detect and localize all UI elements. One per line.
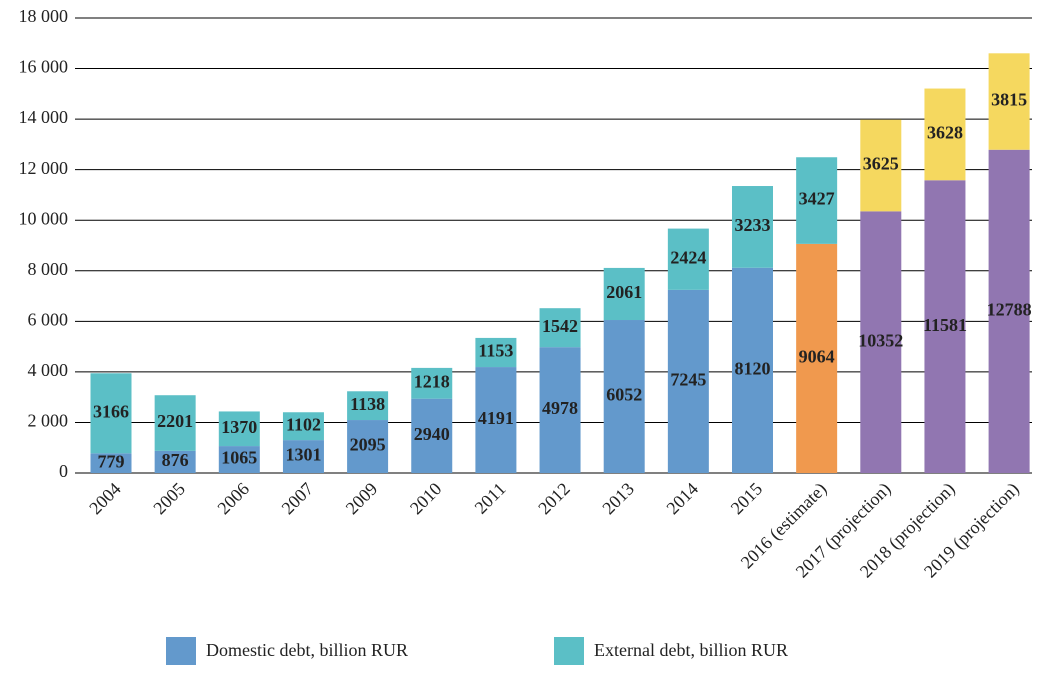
data-label: 876 bbox=[162, 450, 189, 470]
bar-segment bbox=[475, 337, 517, 368]
data-label: 6052 bbox=[606, 385, 642, 405]
x-tick-label: 2009 bbox=[342, 479, 382, 519]
data-label: 11581 bbox=[923, 315, 967, 335]
data-label: 9064 bbox=[799, 347, 835, 367]
legend-swatch bbox=[554, 637, 584, 665]
bar-segment bbox=[924, 180, 966, 473]
data-label: 2095 bbox=[350, 435, 386, 455]
bar-segment bbox=[282, 440, 324, 473]
legend-swatch bbox=[166, 637, 196, 665]
x-tick-label: 2005 bbox=[149, 479, 189, 519]
bar-segment bbox=[218, 411, 260, 447]
data-label: 2061 bbox=[606, 282, 642, 302]
x-tick-label: 2014 bbox=[662, 479, 702, 519]
bar-segment bbox=[796, 243, 838, 473]
x-tick-label: 2012 bbox=[534, 479, 574, 519]
bar-segment bbox=[860, 211, 902, 473]
bar-segment bbox=[796, 157, 838, 244]
bar-segment bbox=[347, 420, 389, 473]
bar-segment bbox=[603, 320, 645, 473]
bar-segment bbox=[732, 186, 773, 268]
bar-segment bbox=[154, 395, 196, 451]
data-label: 1138 bbox=[350, 394, 385, 414]
y-tick-label: 4 000 bbox=[28, 360, 69, 380]
bar-segment bbox=[90, 373, 132, 454]
bar-segment bbox=[667, 228, 709, 290]
bar-segment bbox=[539, 308, 581, 348]
bar-segment bbox=[154, 450, 196, 473]
y-tick-label: 12 000 bbox=[19, 158, 69, 178]
y-tick-label: 10 000 bbox=[19, 208, 69, 228]
data-label: 2201 bbox=[157, 411, 193, 431]
data-label: 2424 bbox=[670, 247, 706, 267]
data-label: 1102 bbox=[286, 414, 321, 434]
data-label: 8120 bbox=[735, 358, 771, 378]
bar-segment bbox=[924, 88, 966, 181]
data-label: 4191 bbox=[478, 408, 514, 428]
data-label: 3233 bbox=[735, 215, 771, 235]
data-label: 3427 bbox=[799, 189, 835, 209]
y-tick-label: 0 bbox=[59, 461, 68, 481]
bar-segment bbox=[860, 119, 902, 212]
bar-segment bbox=[347, 391, 389, 421]
y-tick-label: 18 000 bbox=[19, 6, 69, 26]
bar-segment bbox=[411, 398, 453, 473]
x-tick-label: 2004 bbox=[85, 479, 125, 519]
bar-segment bbox=[732, 267, 773, 473]
data-label: 3166 bbox=[93, 401, 129, 421]
y-tick-label: 2 000 bbox=[28, 411, 69, 431]
data-label: 2940 bbox=[414, 424, 450, 444]
legend-label: External debt, billion RUR bbox=[594, 640, 788, 660]
bar-segment bbox=[988, 149, 1030, 473]
bar-segment bbox=[603, 267, 645, 321]
x-tick-label: 2011 bbox=[471, 479, 510, 518]
x-tick-label: 2015 bbox=[727, 479, 767, 519]
data-label: 1218 bbox=[414, 371, 450, 391]
data-label: 1370 bbox=[221, 417, 257, 437]
bar-segment bbox=[411, 367, 453, 399]
y-tick-label: 6 000 bbox=[28, 309, 69, 329]
x-tick-label: 2006 bbox=[213, 479, 253, 519]
data-label: 1301 bbox=[285, 445, 321, 465]
bar-segment bbox=[90, 453, 132, 473]
y-tick-label: 8 000 bbox=[28, 259, 69, 279]
x-tick-label: 2007 bbox=[278, 479, 318, 519]
data-label: 3815 bbox=[991, 90, 1027, 110]
y-tick-label: 16 000 bbox=[19, 57, 69, 77]
data-label: 1153 bbox=[478, 341, 513, 361]
data-label: 1542 bbox=[542, 316, 578, 336]
x-tick-label: 2013 bbox=[598, 479, 638, 519]
data-label: 7245 bbox=[670, 370, 706, 390]
bar-segment bbox=[475, 367, 517, 473]
data-label: 3625 bbox=[863, 154, 899, 174]
bar-segment bbox=[988, 53, 1030, 150]
data-label: 1065 bbox=[221, 448, 257, 468]
data-label: 12788 bbox=[987, 299, 1032, 319]
x-tick-label: 2010 bbox=[406, 479, 446, 519]
data-label: 4978 bbox=[542, 398, 578, 418]
y-tick-label: 14 000 bbox=[19, 107, 69, 127]
bar-segment bbox=[539, 347, 581, 473]
bar-segment bbox=[667, 289, 709, 473]
data-label: 779 bbox=[98, 451, 125, 471]
bar-segment bbox=[282, 412, 324, 441]
data-label: 10352 bbox=[858, 330, 903, 350]
data-label: 3628 bbox=[927, 123, 963, 143]
bar-segment bbox=[218, 446, 260, 473]
legend-label: Domestic debt, billion RUR bbox=[206, 640, 408, 660]
